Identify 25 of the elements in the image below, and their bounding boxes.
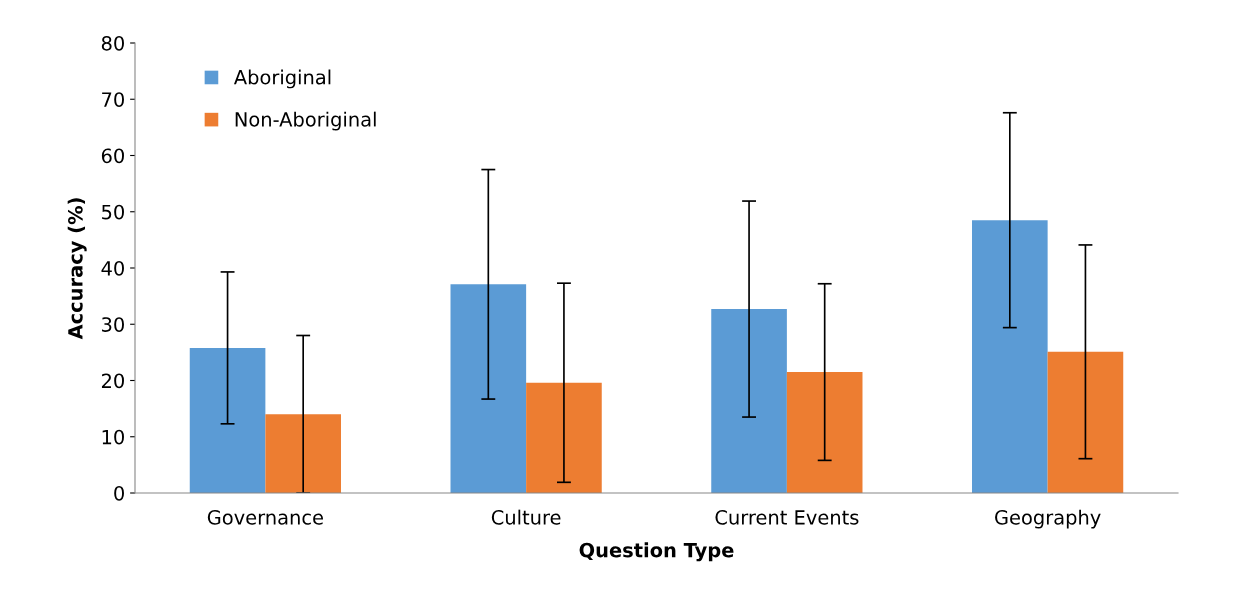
y-tick-label: 20 [101, 373, 124, 389]
y-axis-title: Accuracy (%) [67, 198, 87, 340]
y-tick-label: 70 [102, 92, 124, 107]
y-tick-label: 50 [102, 204, 124, 220]
y-tick-label: 60 [101, 148, 124, 164]
x-tick-label: Governance [207, 510, 323, 525]
x-tick-label: Current Events [715, 510, 859, 525]
x-tick-label: Culture [491, 509, 561, 525]
bar [711, 309, 787, 493]
y-tick-label: 80 [101, 35, 124, 51]
bar [1047, 351, 1124, 493]
legend-label: Aboriginal [233, 69, 331, 89]
x-axis-title: Question Type [579, 542, 734, 562]
bar [450, 284, 527, 493]
bar [189, 347, 266, 493]
bar [526, 382, 602, 493]
y-tick-label: 30 [102, 317, 124, 332]
bar [265, 414, 341, 493]
y-tick-label: 0 [114, 485, 124, 501]
bar [972, 220, 1048, 493]
x-tick-label: Geography [995, 509, 1101, 529]
legend-label: Non-Aboriginal [235, 111, 376, 131]
bar [786, 372, 863, 493]
y-tick-label: 40 [101, 260, 124, 276]
y-tick-label: 10 [102, 429, 124, 445]
